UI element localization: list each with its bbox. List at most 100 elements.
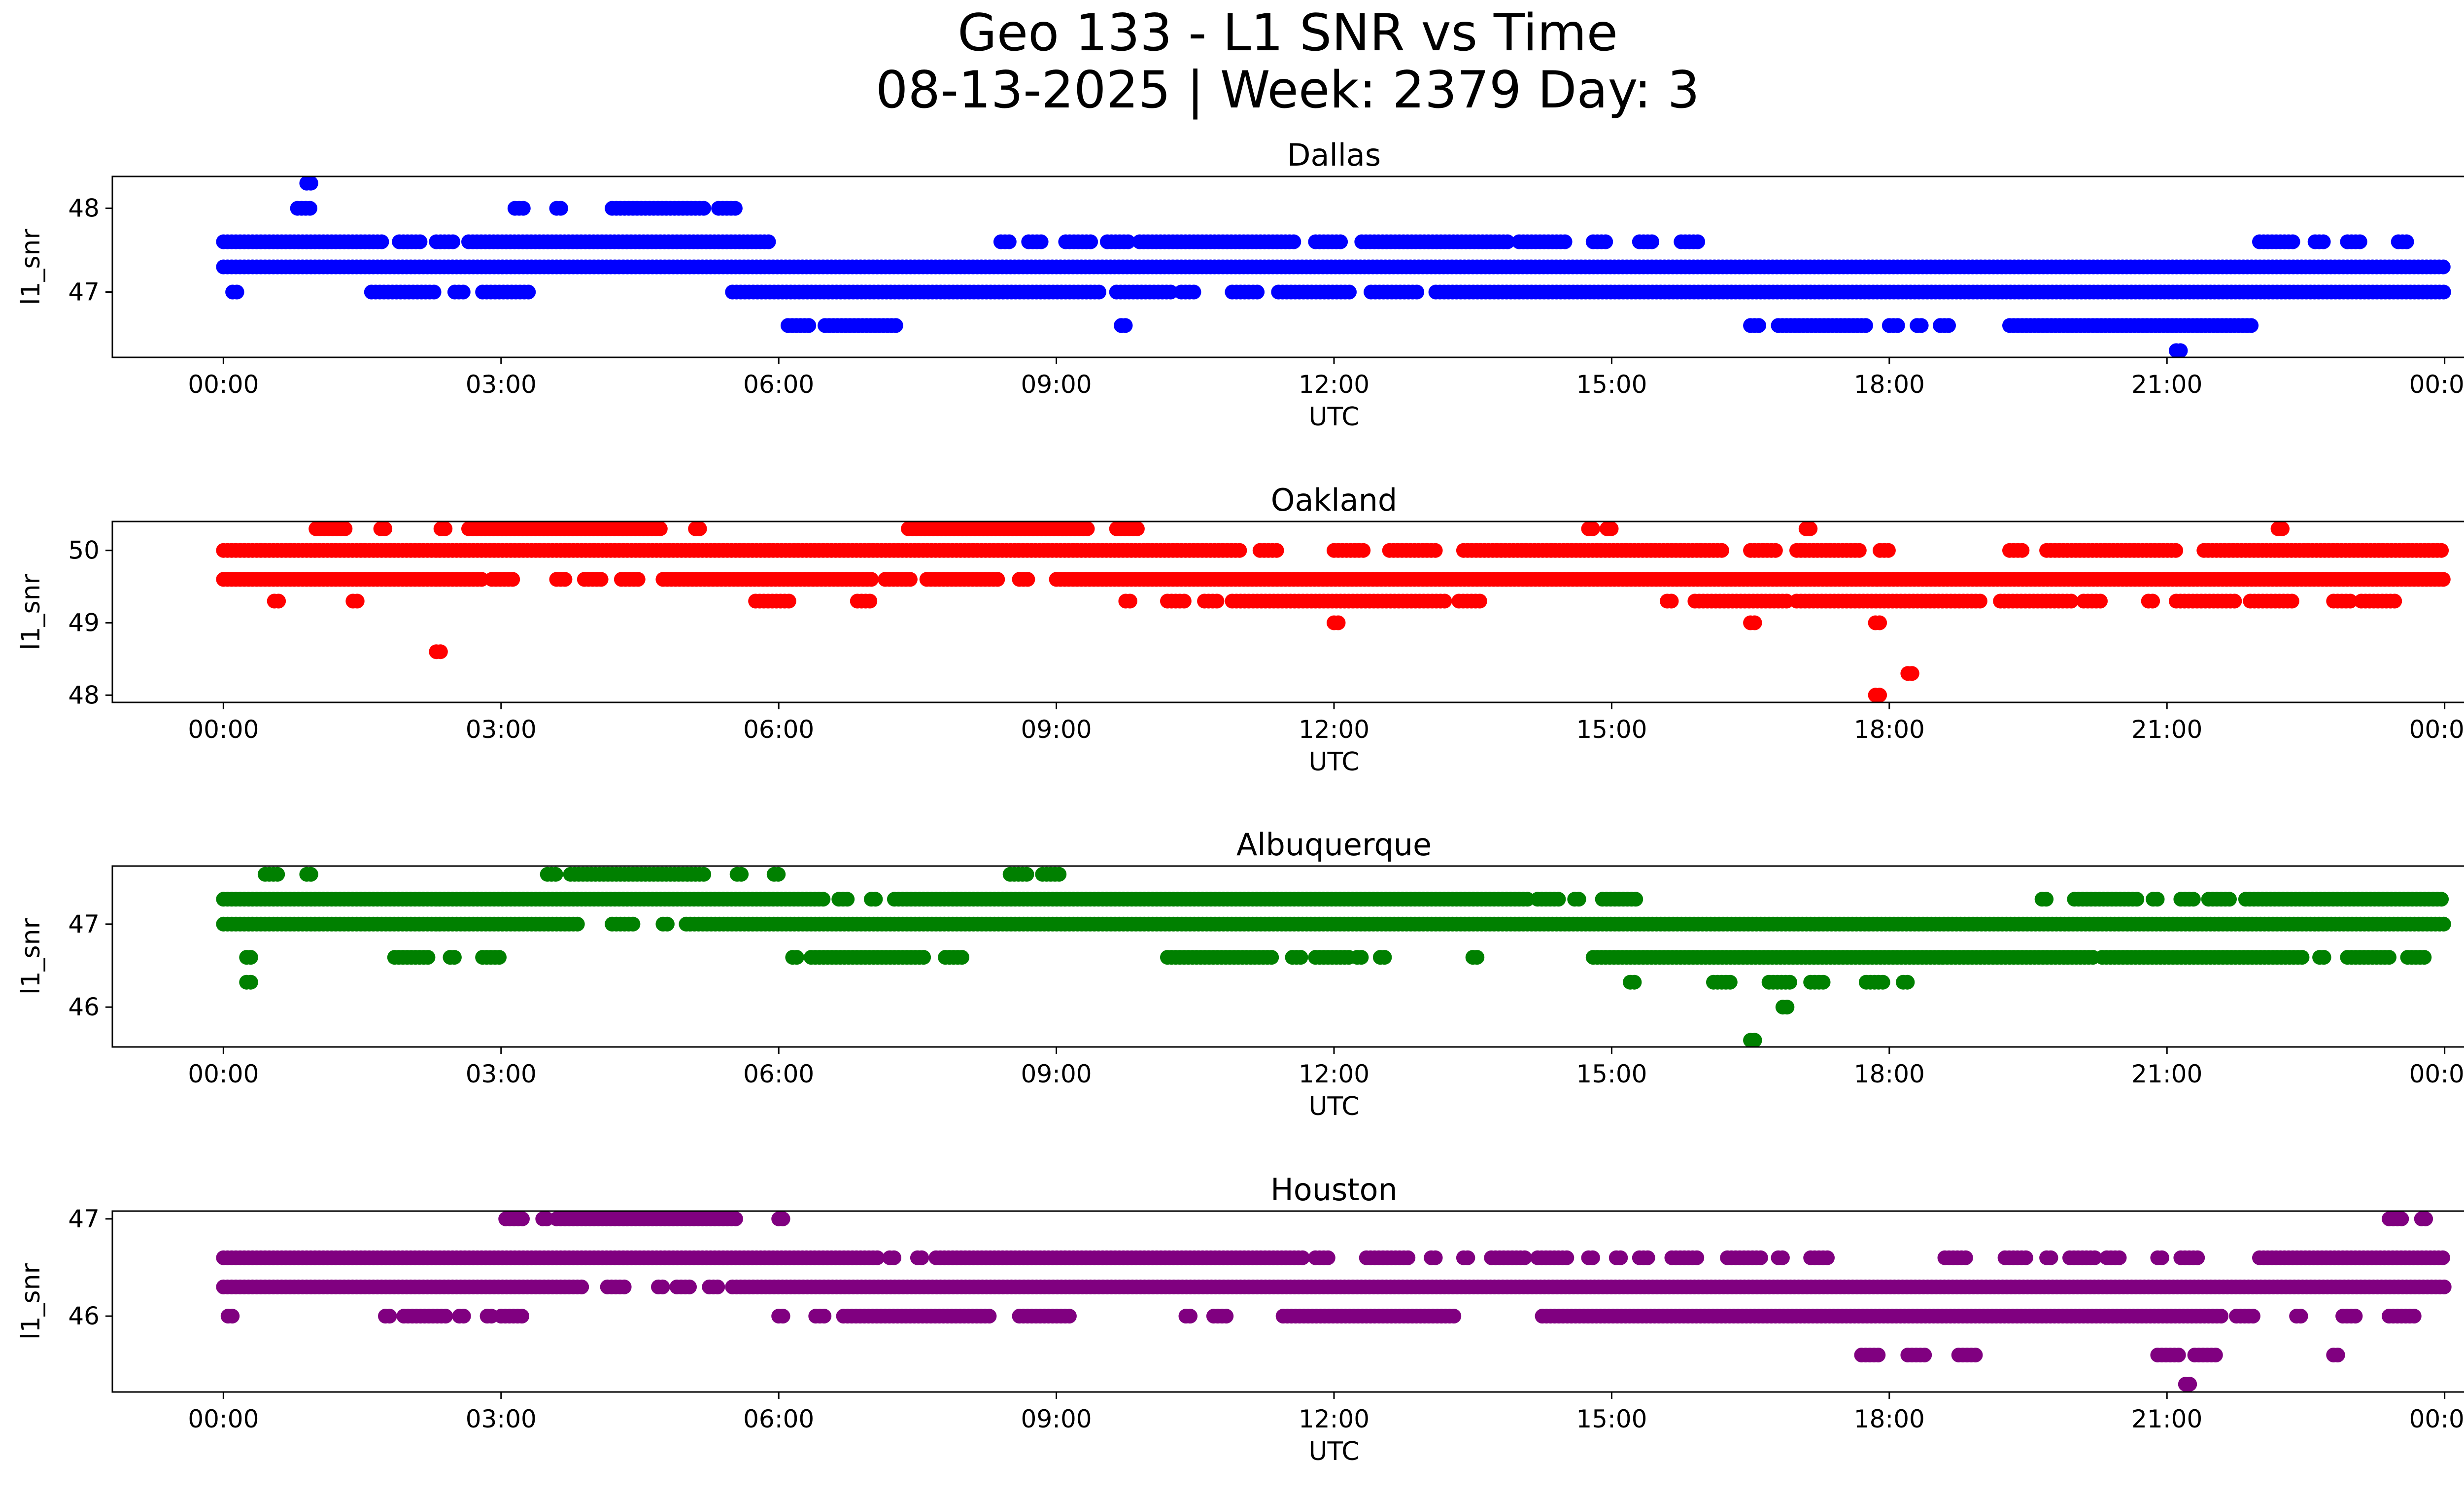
data-point bbox=[1872, 688, 1887, 703]
data-point bbox=[1598, 234, 1613, 249]
data-point bbox=[2434, 892, 2449, 907]
data-point bbox=[1890, 318, 1905, 333]
data-point bbox=[1437, 593, 1452, 609]
data-point bbox=[2129, 892, 2145, 907]
data-point bbox=[1500, 234, 1515, 249]
data-point bbox=[2154, 1250, 2169, 1265]
x-tick-label: 09:00 bbox=[1021, 715, 1092, 744]
data-point bbox=[710, 1279, 725, 1294]
data-point bbox=[303, 175, 318, 191]
y-tick-label: 46 bbox=[68, 993, 100, 1021]
x-tick-label: 12:00 bbox=[1299, 370, 1369, 399]
data-point bbox=[515, 1211, 530, 1226]
data-point bbox=[1689, 1250, 1705, 1265]
data-point bbox=[243, 950, 258, 965]
data-point bbox=[2150, 892, 2165, 907]
figure-title-line1: Geo 133 - L1 SNR vs Time bbox=[958, 3, 1618, 63]
data-point bbox=[630, 572, 646, 587]
data-point bbox=[862, 593, 878, 609]
data-point bbox=[374, 234, 389, 249]
data-point bbox=[2294, 950, 2310, 965]
data-point bbox=[1780, 1000, 1795, 1015]
data-point bbox=[303, 201, 317, 216]
data-point bbox=[734, 867, 749, 882]
data-point bbox=[243, 974, 258, 990]
data-point bbox=[1286, 234, 1301, 249]
data-point bbox=[1972, 593, 1987, 609]
data-point bbox=[864, 572, 879, 587]
x-tick-label: 21:00 bbox=[2131, 715, 2202, 744]
data-point bbox=[574, 1279, 589, 1294]
data-point bbox=[696, 201, 712, 216]
data-point bbox=[2435, 572, 2451, 587]
data-point bbox=[426, 284, 442, 300]
data-point bbox=[2093, 593, 2108, 609]
data-point bbox=[2352, 234, 2367, 249]
data-point bbox=[1019, 867, 1034, 882]
data-point bbox=[2275, 521, 2290, 536]
data-point bbox=[2190, 1250, 2205, 1265]
data-point bbox=[1118, 318, 1133, 333]
x-tick-label: 12:00 bbox=[1299, 1060, 1369, 1088]
data-point bbox=[789, 950, 804, 965]
x-tick-label: 18:00 bbox=[1854, 715, 1925, 744]
data-point bbox=[1747, 1033, 1762, 1048]
data-point bbox=[1803, 521, 1818, 536]
data-point bbox=[1904, 666, 1919, 681]
data-point bbox=[2186, 892, 2201, 907]
data-point bbox=[1001, 234, 1017, 249]
data-point bbox=[771, 867, 786, 882]
data-point bbox=[652, 521, 668, 536]
data-point bbox=[1264, 950, 1279, 965]
data-point bbox=[1250, 284, 1265, 300]
data-point bbox=[1517, 1250, 1532, 1265]
x-tick-label: 15:00 bbox=[1576, 715, 1647, 744]
data-point bbox=[548, 867, 563, 882]
data-point bbox=[1640, 1250, 1655, 1265]
data-point bbox=[1858, 318, 1873, 333]
data-point bbox=[801, 318, 817, 333]
data-point bbox=[2435, 259, 2451, 275]
data-point bbox=[868, 892, 883, 907]
data-point bbox=[2387, 593, 2402, 609]
data-point bbox=[1775, 1250, 1790, 1265]
x-tick-label: 12:00 bbox=[1299, 715, 1369, 744]
data-points bbox=[216, 1211, 2452, 1392]
data-point bbox=[1585, 1250, 1600, 1265]
data-point bbox=[1559, 1250, 1574, 1265]
data-point bbox=[1747, 615, 1762, 630]
data-point bbox=[1941, 318, 1956, 333]
y-tick-label: 48 bbox=[68, 194, 100, 223]
data-point bbox=[1714, 543, 1729, 558]
data-point bbox=[1872, 615, 1887, 630]
data-point bbox=[2145, 593, 2160, 609]
data-point bbox=[625, 916, 641, 932]
x-tick-label: 09:00 bbox=[1021, 1060, 1092, 1088]
data-point bbox=[692, 521, 707, 536]
data-point bbox=[1354, 950, 1369, 965]
data-point bbox=[816, 892, 831, 907]
data-point bbox=[1269, 543, 1284, 558]
data-point bbox=[1722, 974, 1738, 990]
data-point bbox=[1768, 543, 1783, 558]
data-point bbox=[2436, 916, 2451, 932]
x-axis-label: UTC bbox=[1308, 747, 1359, 777]
y-axis-label: l1_snr bbox=[16, 228, 46, 305]
data-point bbox=[761, 234, 776, 249]
subplot-title: Oakland bbox=[1271, 482, 1398, 518]
data-point bbox=[1782, 974, 1797, 990]
data-point bbox=[2399, 234, 2414, 249]
data-point bbox=[505, 572, 520, 587]
data-point bbox=[1644, 234, 1660, 249]
data-point bbox=[1604, 521, 1619, 536]
x-tick-label: 03:00 bbox=[466, 370, 537, 399]
y-tick-label: 49 bbox=[68, 609, 100, 637]
data-point bbox=[2227, 593, 2242, 609]
figure-title-line2: 08-13-2025 | Week: 2379 Day: 3 bbox=[876, 61, 1700, 120]
data-point bbox=[2222, 892, 2237, 907]
data-point bbox=[557, 572, 573, 587]
data-point bbox=[1209, 593, 1225, 609]
x-tick-label: 15:00 bbox=[1576, 370, 1647, 399]
x-tick-label: 09:00 bbox=[1021, 370, 1092, 399]
